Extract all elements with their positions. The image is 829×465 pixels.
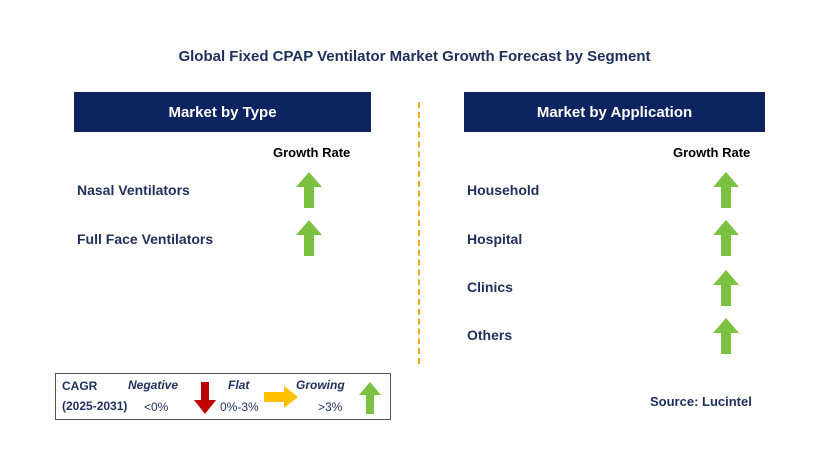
up-arrow-icon bbox=[359, 382, 381, 414]
right-row-label-others: Others bbox=[467, 327, 513, 343]
left-row-label-nasal: Nasal Ventilators bbox=[77, 182, 190, 198]
legend-period-label: (2025-2031) bbox=[62, 399, 128, 413]
left-growth-rate-label: Growth Rate bbox=[273, 145, 351, 160]
legend-negative-range: <0% bbox=[144, 400, 169, 414]
left-row-label-full-face: Full Face Ventilators bbox=[77, 231, 214, 247]
cagr-legend: CAGR (2025-2031) Negative <0% Flat 0%-3%… bbox=[55, 373, 391, 420]
up-arrow-icon bbox=[713, 318, 739, 354]
legend-growing-label: Growing bbox=[296, 378, 345, 392]
right-panel-header: Market by Application bbox=[464, 92, 765, 132]
legend-cagr-label: CAGR bbox=[62, 379, 98, 393]
legend-negative-label: Negative bbox=[128, 378, 179, 392]
left-panel-header: Market by Type bbox=[74, 92, 371, 132]
up-arrow-icon bbox=[713, 220, 739, 256]
source-label: Source: Lucintel bbox=[650, 394, 752, 409]
down-arrow-icon bbox=[194, 382, 216, 414]
panel-divider bbox=[418, 102, 420, 364]
up-arrow-icon bbox=[296, 220, 322, 256]
right-row-label-clinics: Clinics bbox=[467, 279, 513, 295]
legend-growing-range: >3% bbox=[318, 400, 343, 414]
up-arrow-icon bbox=[296, 172, 322, 208]
legend-flat-label: Flat bbox=[228, 378, 250, 392]
up-arrow-icon bbox=[713, 172, 739, 208]
legend-flat-range: 0%-3% bbox=[220, 400, 259, 414]
chart-title: Global Fixed CPAP Ventilator Market Grow… bbox=[178, 48, 651, 65]
right-row-label-hospital: Hospital bbox=[467, 231, 523, 247]
right-row-label-household: Household bbox=[467, 182, 540, 198]
up-arrow-icon bbox=[713, 270, 739, 306]
right-growth-rate-label: Growth Rate bbox=[673, 145, 751, 160]
right-arrow-icon bbox=[264, 386, 298, 408]
